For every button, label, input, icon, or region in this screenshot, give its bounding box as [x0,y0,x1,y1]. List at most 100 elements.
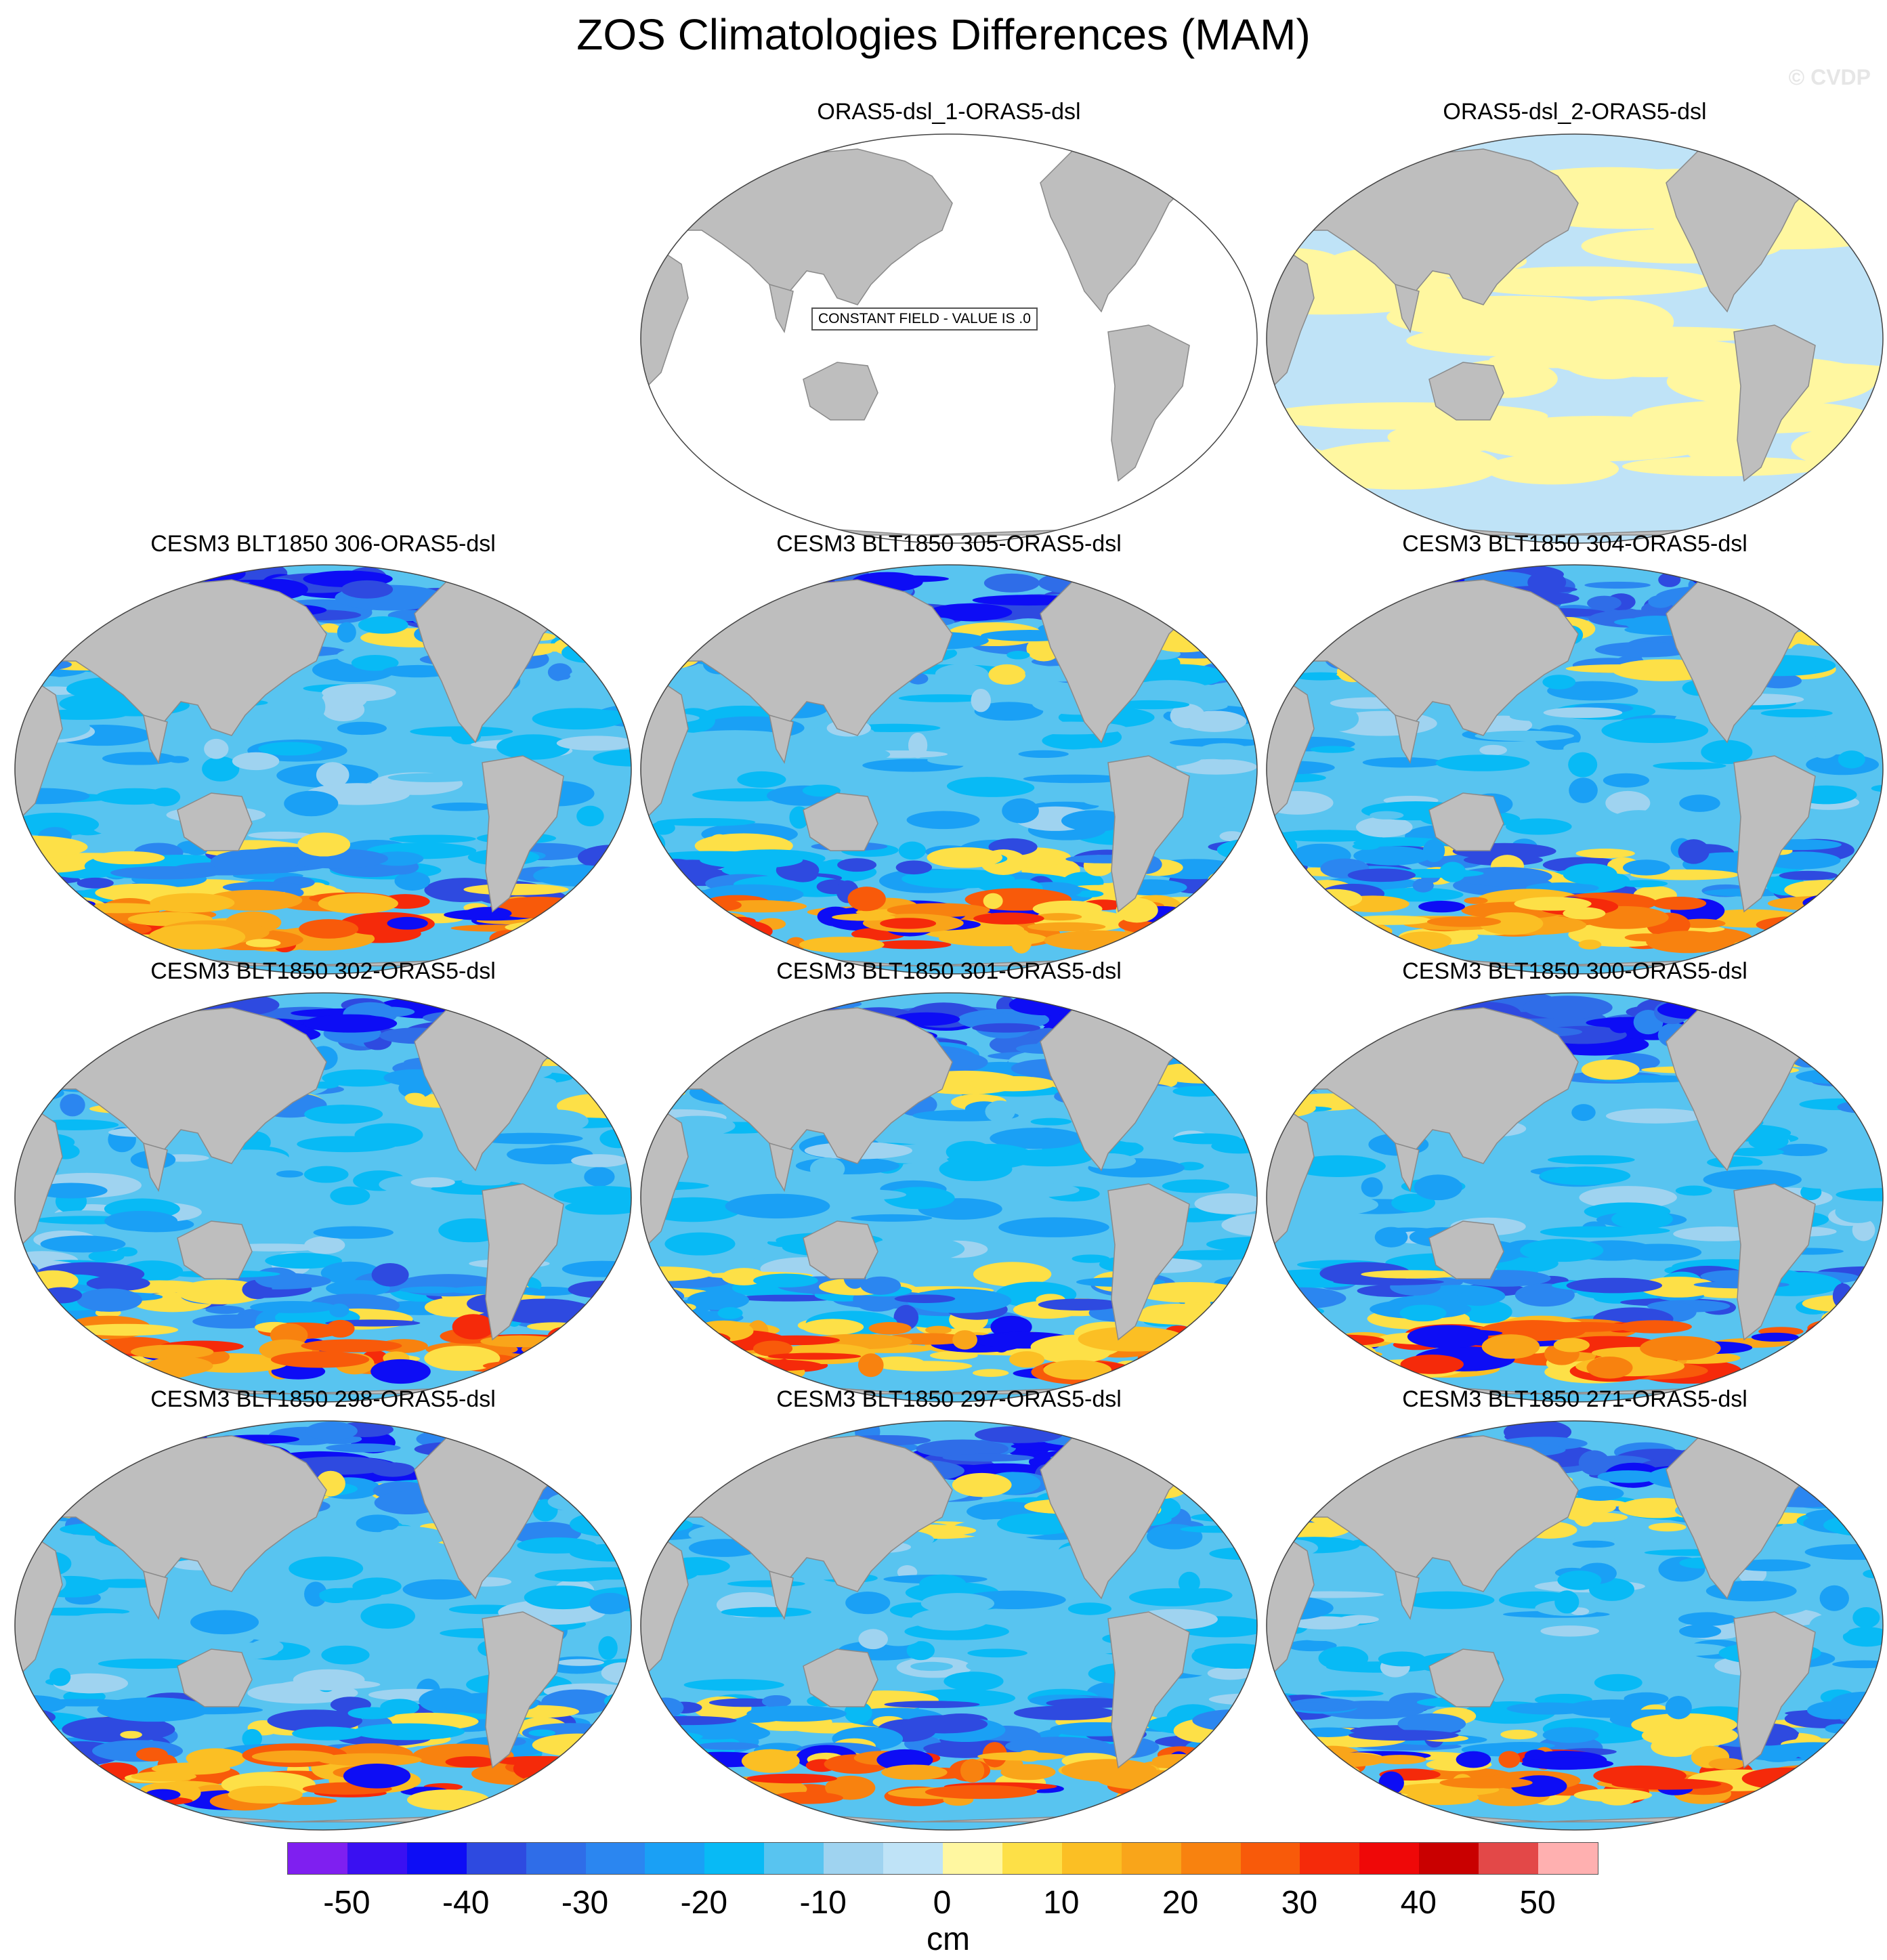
anomaly-patch [1791,1794,1867,1805]
anomaly-patch [658,605,699,628]
anomaly-patch [1290,1488,1311,1498]
anomaly-patch [1158,1031,1180,1044]
anomaly-patch [1586,1357,1633,1379]
land-greenland [1794,1427,1843,1464]
anomaly-patch [1850,637,1883,660]
anomaly-patch [1338,1615,1379,1624]
anomaly-patch [1128,1305,1242,1325]
anomaly-patch [753,1273,818,1287]
anomaly-patch [1563,742,1594,754]
anomaly-patch [533,865,621,887]
anomaly-patch [1111,700,1190,710]
anomaly-patch [303,694,326,720]
anomaly-patch [584,1167,615,1187]
anomaly-patch [1319,706,1359,731]
map-outline [1266,992,1884,1403]
anomaly-patch [721,1606,812,1617]
anomaly-patch [1678,839,1710,864]
anomaly-patch [1273,1364,1333,1373]
anomaly-patch [557,1659,604,1666]
anomaly-patch [387,773,477,782]
anomaly-patch [1787,1026,1869,1044]
anomaly-patch [751,997,782,1017]
anomaly-patch [1267,1281,1281,1298]
land-greenland [1168,140,1217,177]
anomaly-patch [351,654,399,671]
anomaly-patch [1362,757,1443,768]
anomaly-patch [736,1294,842,1302]
anomaly-patch [15,658,44,666]
anomaly-patch [47,605,74,624]
anomaly-patch [894,1294,956,1303]
anomaly-patch [1536,326,1773,343]
anomaly-patch [33,606,60,628]
anomaly-patch [1785,1774,1835,1793]
anomaly-patch [1566,1277,1663,1294]
anomaly-patch [410,1177,455,1188]
anomaly-patch [534,1436,631,1458]
map-svg [640,1420,1258,1831]
map-outline [1266,1420,1884,1831]
anomaly-patch [1748,1789,1793,1810]
anomaly-patch [77,877,114,889]
anomaly-patch [683,929,726,945]
anomaly-patch [15,616,68,639]
anomaly-patch [15,588,60,612]
anomaly-patch [518,581,582,595]
anomaly-patch [950,778,1035,797]
anomaly-patch [284,790,339,817]
anomaly-patch [509,1016,530,1036]
anomaly-patch [358,616,408,634]
anomaly-patch [15,846,26,863]
anomaly-patch [1031,1127,1061,1144]
anomaly-patch [64,1785,135,1803]
colorbar-swatch [1538,1843,1598,1874]
anomaly-patch [15,647,62,664]
anomaly-patch [33,1740,69,1766]
anomaly-patch [1208,1309,1239,1329]
anomaly-patch [641,1716,737,1726]
anomaly-patch [572,1456,631,1480]
anomaly-patch [1217,1424,1257,1450]
anomaly-patch [1542,1727,1599,1743]
anomaly-patch [15,900,81,924]
land-india [1395,1570,1420,1621]
anomaly-patch [973,1262,1052,1287]
map-outline [640,1420,1258,1831]
anomaly-patch [1267,1431,1307,1441]
anomaly-patch [660,903,722,919]
land-australia [803,1220,878,1279]
colorbar-swatch [1419,1843,1479,1874]
anomaly-patch [547,663,572,681]
anomaly-patch [641,1359,683,1377]
anomaly-patch [1210,1781,1231,1802]
anomaly-patch [1361,1270,1462,1279]
anomaly-patch [1819,926,1883,952]
anomaly-patch [908,732,928,759]
anomaly-patch [1227,1754,1257,1774]
anomaly-patch [1611,1778,1722,1790]
anomaly-patch [1267,1472,1323,1487]
anomaly-patch [1587,595,1621,611]
anomaly-patch [992,1334,1011,1353]
colorbar-swatch [1240,1843,1300,1874]
colorbar-swatch [585,1843,645,1874]
anomaly-patch [571,596,631,616]
anomaly-patch [464,907,512,920]
land-australia [177,1648,253,1707]
anomaly-patch [60,1093,85,1117]
anomaly-patch [1352,843,1380,850]
anomaly-patch [1200,1450,1237,1474]
anomaly-patch [242,1728,263,1749]
anomaly-patch [1843,1328,1869,1338]
anomaly-patch [1756,916,1853,934]
land-australia [1428,792,1504,851]
anomaly-patch [881,1764,948,1781]
anomaly-patch [15,928,65,936]
anomaly-patch [727,1580,805,1588]
anomaly-patch [1853,1421,1883,1440]
ocean-field [1267,1421,1883,1830]
anomaly-patch [572,1447,612,1460]
anomaly-patch [998,1217,1109,1237]
anomaly-patch [18,1298,45,1315]
